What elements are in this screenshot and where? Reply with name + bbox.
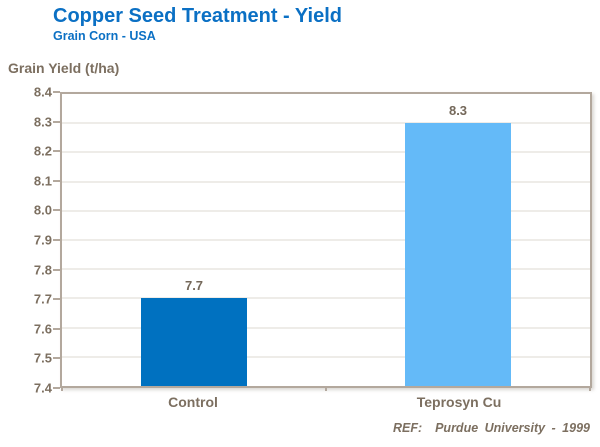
x-axis-labels: Control Teprosyn Cu bbox=[60, 394, 592, 414]
bar-value-label: 7.7 bbox=[184, 278, 204, 294]
x-tick-mark bbox=[61, 386, 63, 391]
chart-subtitle: Grain Corn - USA bbox=[53, 29, 156, 43]
y-tick-mark bbox=[53, 298, 60, 301]
y-tick-label: 7.6 bbox=[33, 321, 52, 337]
y-tick-label: 8.3 bbox=[33, 114, 52, 130]
y-axis-ticks bbox=[53, 91, 60, 389]
bar-control bbox=[141, 298, 247, 386]
gridline bbox=[62, 151, 590, 153]
x-category-label: Control bbox=[168, 394, 218, 410]
gridline bbox=[62, 356, 590, 358]
y-tick-mark bbox=[53, 120, 60, 123]
y-tick-mark bbox=[53, 179, 60, 182]
y-tick-label: 7.4 bbox=[33, 380, 52, 396]
y-tick-label: 8.0 bbox=[33, 202, 52, 218]
gridline bbox=[62, 239, 590, 241]
gridline bbox=[62, 122, 590, 124]
y-tick-label: 7.7 bbox=[33, 291, 52, 307]
gridline bbox=[62, 327, 590, 329]
y-tick-label: 8.4 bbox=[33, 84, 52, 100]
y-tick-label: 7.8 bbox=[33, 262, 52, 278]
y-tick-mark bbox=[53, 268, 60, 271]
y-tick-mark bbox=[53, 327, 60, 330]
y-tick-label: 8.2 bbox=[33, 143, 52, 159]
gridline bbox=[62, 210, 590, 212]
y-tick-label: 7.5 bbox=[33, 350, 52, 366]
x-category-label: Teprosyn Cu bbox=[416, 394, 502, 410]
y-tick-mark bbox=[53, 150, 60, 153]
chart-title: Copper Seed Treatment - Yield bbox=[53, 5, 342, 27]
bar-teprosyn-cu bbox=[405, 123, 511, 386]
y-axis-labels: 8.4 8.3 8.2 8.1 8.0 7.9 7.8 7.7 7.6 7.5 7.4 bbox=[0, 85, 52, 396]
y-tick-label: 8.1 bbox=[33, 173, 52, 189]
gridline bbox=[62, 268, 590, 270]
gridline bbox=[62, 181, 590, 183]
y-tick-mark bbox=[53, 239, 60, 241]
y-tick-mark bbox=[53, 387, 60, 389]
plot-area: 7.7 8.3 bbox=[60, 92, 592, 391]
x-tick-mark bbox=[589, 386, 591, 391]
y-axis-title: Grain Yield (t/ha) bbox=[8, 60, 120, 76]
bar-value-label: 8.3 bbox=[448, 103, 468, 119]
gridline bbox=[62, 297, 590, 299]
reference-note: REF: Purdue University - 1999 bbox=[392, 421, 590, 435]
y-tick-mark bbox=[53, 209, 60, 212]
y-tick-mark bbox=[53, 357, 60, 360]
y-tick-mark bbox=[53, 91, 60, 93]
y-tick-label: 7.9 bbox=[33, 232, 52, 248]
x-tick-mark bbox=[325, 386, 327, 391]
